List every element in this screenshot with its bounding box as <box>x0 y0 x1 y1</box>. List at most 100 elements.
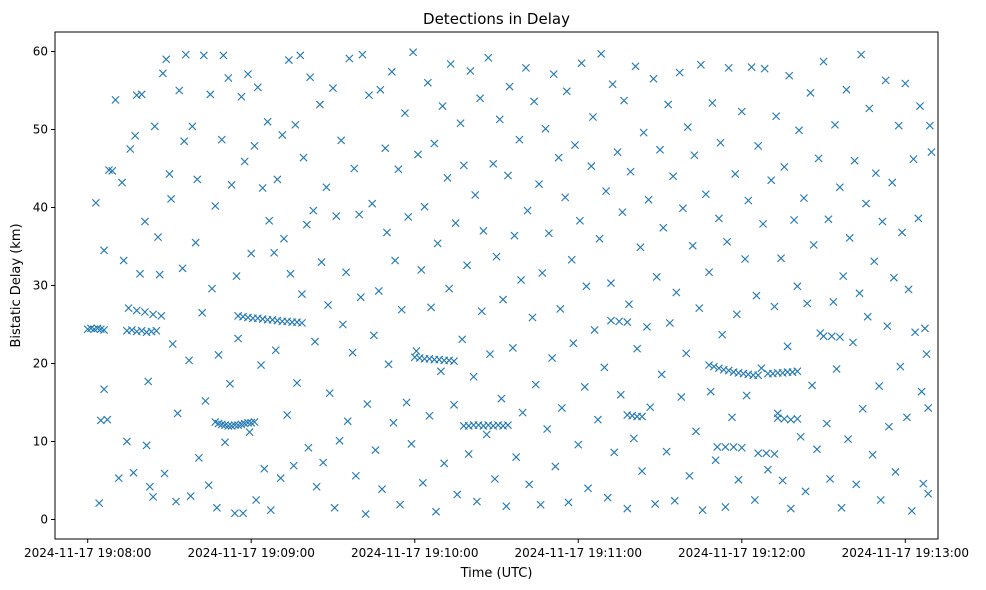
data-point <box>129 468 138 477</box>
data-point <box>633 344 642 353</box>
data-point <box>364 91 373 100</box>
data-point <box>358 50 367 59</box>
data-point <box>626 167 635 176</box>
data-point <box>548 354 557 363</box>
data-point <box>278 130 287 139</box>
data-point <box>111 95 120 104</box>
data-point <box>920 324 929 333</box>
data-point <box>230 421 239 430</box>
data-point <box>767 176 776 185</box>
data-point <box>440 459 449 468</box>
data-point <box>770 302 779 311</box>
data-point <box>381 144 390 153</box>
data-point <box>714 364 723 373</box>
data-point <box>449 357 458 366</box>
data-point <box>631 62 640 71</box>
data-point <box>543 425 552 434</box>
data-point <box>167 194 176 203</box>
data-point <box>857 50 866 59</box>
data-point <box>682 349 691 358</box>
data-point <box>108 166 117 175</box>
data-point <box>512 453 521 462</box>
data-point <box>778 476 787 485</box>
data-point <box>575 216 584 225</box>
data-point <box>734 475 743 484</box>
data-point <box>762 449 771 458</box>
data-point <box>132 306 141 315</box>
data-point <box>149 310 158 319</box>
data-point <box>325 389 334 398</box>
data-point <box>536 500 545 509</box>
y-tick-label: 10 <box>33 435 48 449</box>
x-tick-label: 2024-11-17 19:12:00 <box>678 546 805 560</box>
data-point <box>317 258 326 267</box>
data-point <box>258 184 267 192</box>
data-point <box>91 198 100 207</box>
data-point <box>158 69 167 78</box>
data-point <box>508 343 517 352</box>
chart-title: Detections in Delay <box>423 10 570 28</box>
data-point <box>273 175 282 184</box>
data-point <box>816 329 825 338</box>
data-point <box>191 238 200 247</box>
data-point <box>678 204 687 213</box>
data-point <box>830 120 839 129</box>
data-point <box>763 465 772 474</box>
data-point <box>518 408 527 417</box>
data-point <box>884 422 893 431</box>
data-point <box>696 60 705 69</box>
data-point <box>394 165 403 174</box>
data-point <box>266 506 275 515</box>
data-point <box>312 482 321 491</box>
data-point <box>835 183 844 192</box>
data-point <box>582 282 591 291</box>
data-point <box>894 121 903 130</box>
data-point <box>476 94 485 103</box>
data-point <box>796 432 805 441</box>
data-point <box>433 239 442 248</box>
data-point <box>384 360 393 369</box>
data-point <box>95 499 104 508</box>
data-point <box>754 371 763 380</box>
data-point <box>324 301 333 309</box>
data-point <box>824 215 833 224</box>
data-point <box>760 64 769 73</box>
data-point <box>230 509 239 518</box>
data-point <box>651 499 660 508</box>
data-point <box>157 311 166 320</box>
data-point <box>814 154 823 163</box>
y-tick-label: 30 <box>33 279 48 293</box>
y-tick-label: 0 <box>40 513 48 527</box>
data-point <box>688 241 697 250</box>
data-point <box>126 145 135 153</box>
data-point <box>515 135 524 144</box>
data-point <box>656 145 665 154</box>
data-point <box>819 57 828 66</box>
data-point <box>432 507 440 516</box>
data-point <box>482 430 491 439</box>
data-point <box>850 156 859 165</box>
data-point <box>577 59 586 68</box>
data-point <box>646 403 655 412</box>
data-point <box>420 202 429 211</box>
data-point <box>708 98 717 107</box>
data-point <box>363 400 372 409</box>
data-point <box>206 90 215 99</box>
data-point <box>770 449 779 458</box>
data-point <box>219 51 228 60</box>
data-point <box>96 416 105 425</box>
data-point <box>368 199 377 208</box>
data-point <box>145 482 154 491</box>
data-point <box>464 449 473 458</box>
data-point <box>852 480 861 489</box>
data-point <box>438 102 447 111</box>
data-point <box>297 290 306 299</box>
data-point <box>237 92 246 101</box>
data-point <box>490 474 499 483</box>
data-point <box>289 461 298 470</box>
data-point <box>404 212 413 221</box>
data-point <box>785 71 794 80</box>
data-point <box>118 178 127 187</box>
data-point <box>175 86 184 95</box>
data-point <box>122 437 131 446</box>
